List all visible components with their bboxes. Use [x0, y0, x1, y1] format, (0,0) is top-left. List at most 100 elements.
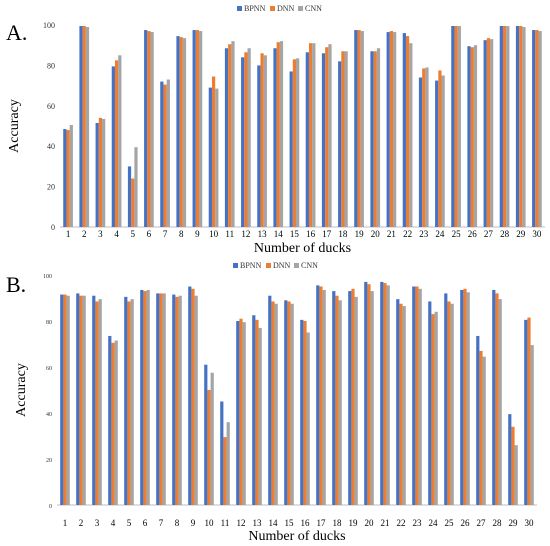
bar-dnn-22 [399, 303, 403, 505]
y-tick-label: 40 [46, 412, 52, 418]
legend-swatch-bpnn [233, 263, 238, 268]
x-tick-label: 25 [452, 229, 462, 239]
x-tick-label: 27 [477, 518, 487, 528]
bar-bpnn-5 [124, 296, 128, 505]
bar-cnn-18 [344, 51, 348, 228]
x-tick-label: 5 [131, 229, 136, 239]
bar-cnn-28 [506, 26, 510, 228]
x-tick-label: 7 [163, 229, 168, 239]
bar-bpnn-16 [300, 319, 304, 505]
bar-dnn-2 [82, 26, 86, 228]
bar-dnn-11 [223, 437, 227, 505]
bar-cnn-15 [296, 58, 300, 227]
panel-label: A. [6, 20, 27, 45]
bar-bpnn-10 [204, 364, 208, 505]
bar-dnn-20 [373, 51, 377, 228]
bar-dnn-26 [463, 288, 467, 505]
bar-bpnn-24 [435, 80, 439, 227]
x-tick-label: 17 [322, 229, 332, 239]
x-tick-label: 25 [445, 518, 455, 528]
bar-dnn-17 [319, 286, 323, 505]
legend-label-bpnn: BPNN [244, 4, 266, 13]
x-tick-label: 23 [419, 229, 429, 239]
x-tick-label: 13 [253, 518, 263, 528]
x-tick-label: 29 [509, 518, 519, 528]
x-tick-label: 6 [143, 518, 148, 528]
bar-dnn-25 [447, 301, 451, 505]
bar-bpnn-7 [156, 293, 160, 505]
bar-bpnn-21 [386, 32, 390, 227]
bar-dnn-29 [519, 26, 523, 228]
x-tick-label: 8 [179, 229, 184, 239]
bar-dnn-17 [325, 47, 329, 227]
bar-bpnn-10 [208, 87, 212, 228]
bar-dnn-1 [63, 294, 67, 505]
bar-bpnn-2 [76, 293, 80, 505]
bar-dnn-19 [351, 288, 355, 505]
x-tick-label: 5 [127, 518, 132, 528]
bar-cnn-16 [312, 43, 316, 228]
bar-cnn-25 [457, 26, 461, 228]
bar-cnn-10 [210, 372, 214, 505]
bar-cnn-26 [473, 45, 478, 228]
x-tick-label: 30 [532, 229, 542, 239]
x-tick-label: 26 [468, 229, 478, 239]
bar-cnn-3 [98, 299, 102, 505]
bar-bpnn-3 [92, 295, 96, 505]
bar-dnn-16 [308, 43, 313, 228]
y-tick-label: 40 [47, 142, 55, 151]
x-tick-label: 18 [333, 518, 343, 528]
x-tick-label: 24 [429, 518, 439, 528]
bar-cnn-28 [498, 299, 502, 505]
x-tick-label: 3 [98, 229, 103, 239]
x-tick-label: 12 [237, 518, 246, 528]
x-tick-label: 12 [241, 229, 250, 239]
x-tick-label: 11 [221, 518, 230, 528]
x-tick-label: 21 [387, 229, 396, 239]
bar-bpnn-19 [354, 30, 358, 227]
x-tick-label: 8 [175, 518, 180, 528]
x-tick-label: 27 [484, 229, 494, 239]
x-tick-label: 10 [205, 518, 215, 528]
x-tick-label: 17 [317, 518, 327, 528]
bar-dnn-1 [66, 130, 70, 227]
bar-cnn-24 [434, 311, 438, 505]
bar-cnn-20 [376, 48, 381, 228]
bar-cnn-7 [162, 293, 166, 505]
bar-bpnn-12 [241, 57, 245, 227]
x-tick-label: 23 [413, 518, 423, 528]
x-tick-label: 1 [66, 229, 71, 239]
bar-cnn-25 [450, 303, 454, 505]
x-tick-label: 1 [63, 518, 68, 528]
x-tick-label: 3 [95, 518, 100, 528]
bar-dnn-29 [511, 426, 515, 505]
y-tick-label: 60 [46, 366, 52, 372]
legend-label-dnn: DNN [277, 4, 295, 13]
bar-bpnn-15 [284, 300, 288, 505]
bar-bpnn-9 [192, 30, 196, 227]
bar-cnn-17 [328, 44, 332, 227]
bar-bpnn-4 [108, 335, 112, 505]
bar-cnn-2 [85, 27, 90, 227]
legend-swatch-cnn [298, 6, 303, 11]
bar-cnn-20 [370, 291, 374, 505]
bar-dnn-6 [147, 31, 151, 228]
x-tick-label: 22 [403, 229, 412, 239]
bar-cnn-24 [441, 75, 445, 227]
panel-label: B. [6, 272, 26, 297]
bar-bpnn-14 [273, 48, 277, 228]
bar-dnn-19 [357, 30, 361, 227]
x-tick-label: 29 [516, 229, 526, 239]
x-tick-label: 7 [159, 518, 164, 528]
bar-dnn-5 [127, 301, 131, 505]
bar-cnn-9 [194, 295, 198, 505]
bar-cnn-27 [482, 356, 486, 505]
legend: BPNN DNN CNN [233, 261, 318, 270]
y-axis-title: Accuracy [14, 363, 29, 417]
bar-bpnn-30 [532, 30, 536, 227]
bar-cnn-3 [102, 118, 106, 227]
bar-dnn-13 [260, 53, 264, 227]
legend-swatch-bpnn [237, 6, 242, 11]
bar-bpnn-14 [268, 295, 272, 505]
